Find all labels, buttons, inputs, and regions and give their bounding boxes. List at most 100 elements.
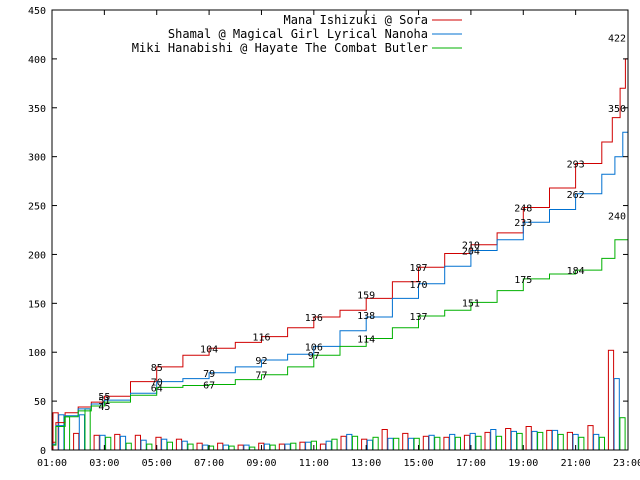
data-label: 262 <box>567 190 585 201</box>
hourly-bar <box>263 443 271 451</box>
data-label: 64 <box>151 383 163 394</box>
hourly-bar <box>557 433 564 451</box>
hourly-bar <box>243 444 250 451</box>
x-tick-label: 09:00 <box>246 458 276 469</box>
hourly-bar <box>516 432 523 451</box>
hourly-bar <box>619 417 626 451</box>
x-tick-label: 21:00 <box>561 458 591 469</box>
data-label: 151 <box>462 298 480 309</box>
hourly-bar <box>146 443 153 451</box>
y-tick-label: 200 <box>28 250 46 261</box>
data-label: 422 <box>608 33 626 44</box>
hourly-bar <box>228 445 235 451</box>
hourly-bar <box>598 436 605 451</box>
hourly-bar <box>587 425 594 451</box>
hourly-bar <box>463 434 471 451</box>
y-tick-label: 350 <box>28 104 46 115</box>
legend-entry: Miki Hanabishi @ Hayate The Combat Butle… <box>132 41 428 55</box>
data-label: 51 <box>98 396 110 407</box>
hourly-bar <box>58 414 65 451</box>
hourly-bar <box>525 426 532 451</box>
y-tick-label: 0 <box>40 446 46 457</box>
data-label: 184 <box>567 266 585 277</box>
hourly-bar <box>490 429 497 451</box>
hourly-bar <box>372 436 379 451</box>
hourly-bar <box>422 435 429 451</box>
hourly-bar <box>187 443 194 451</box>
data-label: 137 <box>410 312 428 323</box>
hourly-bar <box>393 437 400 451</box>
hourly-bar <box>134 434 142 451</box>
hourly-bar <box>537 431 544 451</box>
data-label: 187 <box>410 263 428 274</box>
data-label: 55 <box>98 392 110 403</box>
hourly-bar <box>84 408 91 451</box>
hourly-bar <box>299 441 306 451</box>
hourly-bar <box>495 435 503 451</box>
hourly-bar <box>305 441 312 451</box>
data-label: 77 <box>255 371 267 382</box>
plot-frame <box>51 9 629 451</box>
x-tick-label: 11:00 <box>299 458 329 469</box>
data-label: 204 <box>462 247 480 258</box>
hourly-bar <box>505 428 512 451</box>
hourly-bar <box>346 433 353 451</box>
series-line <box>52 107 629 445</box>
hourly-bar <box>613 378 620 451</box>
hourly-bar <box>593 433 600 451</box>
x-tick-label: 23:00 <box>613 458 640 469</box>
hourly-bar <box>484 431 491 451</box>
hourly-bar <box>443 436 450 451</box>
hourly-bar <box>175 438 183 451</box>
hourly-bar <box>325 440 332 451</box>
data-label: 97 <box>308 351 320 362</box>
hourly-bar <box>237 444 244 451</box>
hourly-bar <box>181 440 188 451</box>
x-tick-label: 13:00 <box>351 458 381 469</box>
hourly-bar <box>510 430 517 451</box>
hourly-bar <box>351 435 359 451</box>
data-label: 104 <box>200 344 218 355</box>
hourly-bar <box>454 436 461 451</box>
hourly-bar <box>114 433 121 451</box>
x-tick-label: 17:00 <box>456 458 486 469</box>
y-tick-label: 450 <box>28 6 46 17</box>
data-label: 45 <box>98 402 110 413</box>
data-label: 114 <box>357 335 375 346</box>
data-label: 170 <box>410 280 428 291</box>
series-line <box>52 215 629 446</box>
data-label: 175 <box>514 275 532 286</box>
hourly-bar <box>449 433 456 451</box>
hourly-bar <box>125 442 132 451</box>
y-tick-label: 400 <box>28 55 46 66</box>
data-label: 233 <box>514 218 532 229</box>
x-tick-label: 15:00 <box>403 458 433 469</box>
hourly-bars <box>52 349 626 451</box>
hourly-bar <box>475 435 482 451</box>
data-label: 350 <box>608 104 626 115</box>
hourly-bar <box>196 442 203 451</box>
axes: 0 50 100 150 200 250 300 350 400 450 01:00 03:00 05:… <box>28 6 640 469</box>
legend-entry: Shamal @ Magical Girl Lyrical Nanoha <box>168 27 428 41</box>
data-label: 248 <box>514 204 532 215</box>
data-label: 138 <box>357 311 375 322</box>
hourly-bar <box>202 444 209 451</box>
hourly-bar <box>93 434 100 451</box>
hourly-bar <box>269 444 276 451</box>
hourly-bar <box>402 432 409 451</box>
hourly-bar <box>217 442 224 451</box>
data-label: 116 <box>252 333 270 344</box>
hourly-bar <box>366 439 373 451</box>
hourly-bar <box>278 443 285 451</box>
hourly-bar <box>140 439 147 451</box>
hourly-bar <box>119 435 127 451</box>
hourly-bar <box>407 437 415 451</box>
series-line <box>52 37 629 443</box>
hourly-bar <box>105 436 112 451</box>
hourly-bar <box>387 437 394 451</box>
hourly-bar <box>161 438 168 451</box>
series-lines <box>52 37 629 446</box>
data-label: 293 <box>567 160 585 171</box>
